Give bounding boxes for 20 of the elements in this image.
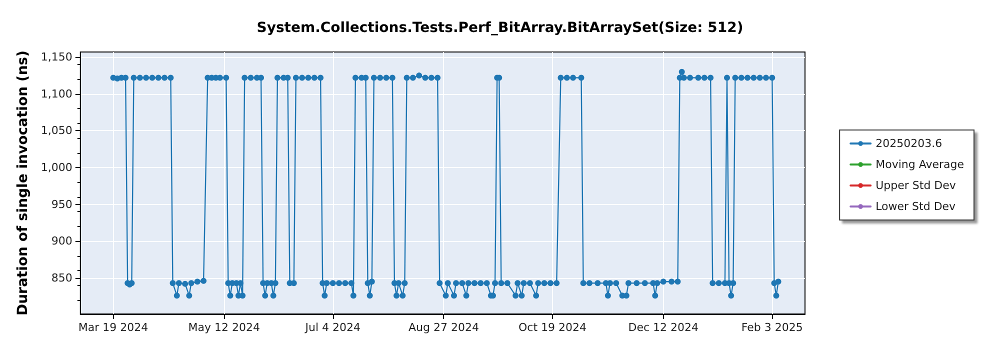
y-axis-title: Duration of single invocation (ns) xyxy=(15,50,31,316)
y-tick-label: 900 xyxy=(51,234,72,248)
legend-label: Lower Std Dev xyxy=(876,200,956,213)
y-tick-label: 1,050 xyxy=(40,124,72,138)
x-tick-label: Jul 4 2024 xyxy=(304,321,361,334)
x-tick-label: Mar 19 2024 xyxy=(78,321,148,334)
x-tick-label: Dec 12 2024 xyxy=(628,321,699,334)
x-tick-label: Oct 19 2024 xyxy=(518,321,587,334)
legend-label: Upper Std Dev xyxy=(876,179,956,192)
chart-title: System.Collections.Tests.Perf_BitArray.BitArraySet(Size: 512) xyxy=(256,20,744,36)
x-tick-label: Feb 3 2025 xyxy=(741,321,803,334)
legend-label: 20250203.6 xyxy=(876,137,942,150)
x-tick-label: May 12 2024 xyxy=(188,321,260,334)
legend-label: Moving Average xyxy=(876,158,964,171)
y-tick-label: 850 xyxy=(51,271,72,284)
y-tick-label: 950 xyxy=(51,198,72,211)
y-tick-label: 1,000 xyxy=(40,161,72,174)
y-tick-label: 1,150 xyxy=(40,50,72,64)
y-tick-label: 1,100 xyxy=(40,87,72,100)
x-tick-label: Aug 27 2024 xyxy=(408,321,479,334)
